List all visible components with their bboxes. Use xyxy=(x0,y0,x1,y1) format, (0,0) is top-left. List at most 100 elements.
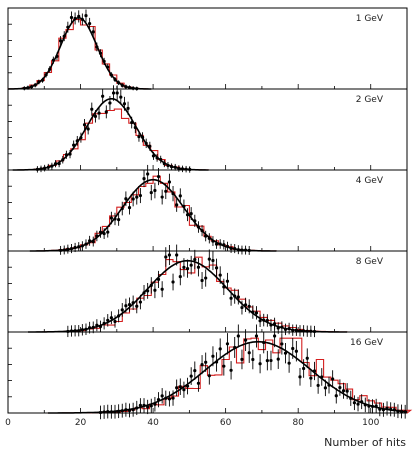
data-point xyxy=(164,255,168,259)
data-point xyxy=(144,141,148,145)
data-point xyxy=(233,345,237,350)
data-point xyxy=(341,389,346,393)
data-point xyxy=(178,194,182,198)
data-point xyxy=(331,377,335,381)
data-point xyxy=(111,91,116,95)
data-point xyxy=(73,245,77,250)
data-point xyxy=(162,161,166,166)
panel-frame xyxy=(7,7,408,90)
data-point xyxy=(178,385,182,389)
data-point xyxy=(240,305,244,310)
data-point xyxy=(229,296,233,300)
data-point xyxy=(229,246,233,250)
data-point xyxy=(258,362,262,366)
data-point xyxy=(124,408,128,412)
data-point xyxy=(73,16,77,21)
data-point xyxy=(66,25,70,29)
data-point xyxy=(291,346,295,351)
data-point xyxy=(155,156,159,160)
data-point xyxy=(120,206,124,211)
data-point xyxy=(334,394,338,398)
x-tick-label: 40 xyxy=(147,418,159,428)
panels-group: 1 GeV 2 GeV 4 GeV 8 GeV 16 GeV xyxy=(7,7,413,420)
data-point xyxy=(171,280,175,284)
data-point xyxy=(265,359,269,363)
data-point xyxy=(211,239,215,243)
data-point xyxy=(124,197,128,201)
data-point xyxy=(40,78,45,82)
data-point xyxy=(182,265,186,269)
data-point xyxy=(137,135,141,139)
data-point xyxy=(370,404,375,409)
data-point xyxy=(374,404,378,408)
data-point xyxy=(109,73,113,77)
data-point xyxy=(90,107,94,111)
data-point xyxy=(109,216,113,220)
data-point xyxy=(51,58,55,62)
data-point xyxy=(222,285,226,289)
data-point xyxy=(64,153,68,157)
energy-label: 2 GeV xyxy=(356,95,384,105)
data-point xyxy=(349,396,353,400)
data-point xyxy=(167,253,172,257)
data-point xyxy=(43,166,47,170)
data-point xyxy=(62,34,66,38)
data-point xyxy=(117,218,121,222)
data-point xyxy=(389,407,393,411)
data-point xyxy=(156,174,161,179)
data-point xyxy=(72,143,76,147)
histogram-series xyxy=(12,108,216,171)
data-point xyxy=(138,300,142,304)
data-point xyxy=(102,410,106,414)
data-point xyxy=(182,388,186,392)
data-point xyxy=(84,242,88,246)
data-point xyxy=(222,243,226,247)
data-point xyxy=(338,385,342,390)
data-point xyxy=(200,229,204,233)
x-axis: 0 20 40 60 80 100 xyxy=(5,418,379,428)
data-point xyxy=(240,357,244,362)
data-point xyxy=(68,152,72,156)
data-point xyxy=(146,405,150,409)
data-point xyxy=(160,287,164,291)
data-point xyxy=(138,193,142,198)
data-point xyxy=(106,65,110,69)
data-point xyxy=(66,329,70,334)
data-point xyxy=(169,165,174,169)
x-tick-label: 100 xyxy=(362,418,379,428)
data-point xyxy=(273,322,277,326)
data-point xyxy=(204,276,208,280)
data-point xyxy=(381,408,386,412)
data-point xyxy=(214,266,219,270)
data-point xyxy=(214,360,219,364)
data-point xyxy=(98,410,103,415)
data-point xyxy=(229,368,233,372)
data-point xyxy=(84,13,88,18)
data-point xyxy=(113,319,117,324)
data-point xyxy=(403,410,407,414)
data-point xyxy=(66,247,70,251)
data-point xyxy=(86,127,90,131)
data-point xyxy=(80,328,84,332)
data-point xyxy=(149,190,153,195)
fit-curve xyxy=(7,16,152,90)
data-point xyxy=(196,381,201,385)
data-point xyxy=(262,340,266,345)
panel-frame xyxy=(7,169,408,252)
data-point xyxy=(243,303,248,307)
data-point xyxy=(127,303,132,307)
data-point xyxy=(182,204,186,208)
panel-5: 16 GeV xyxy=(7,324,413,420)
data-point xyxy=(254,334,259,338)
histogram-series xyxy=(7,19,154,90)
data-point xyxy=(93,114,98,118)
data-point xyxy=(236,295,240,299)
data-point xyxy=(262,318,266,322)
data-point xyxy=(130,120,134,125)
data-point xyxy=(148,144,152,148)
data-point xyxy=(119,95,123,99)
data-point xyxy=(120,83,124,87)
data-point xyxy=(294,328,298,332)
data-point xyxy=(156,277,161,282)
data-point xyxy=(55,54,59,58)
